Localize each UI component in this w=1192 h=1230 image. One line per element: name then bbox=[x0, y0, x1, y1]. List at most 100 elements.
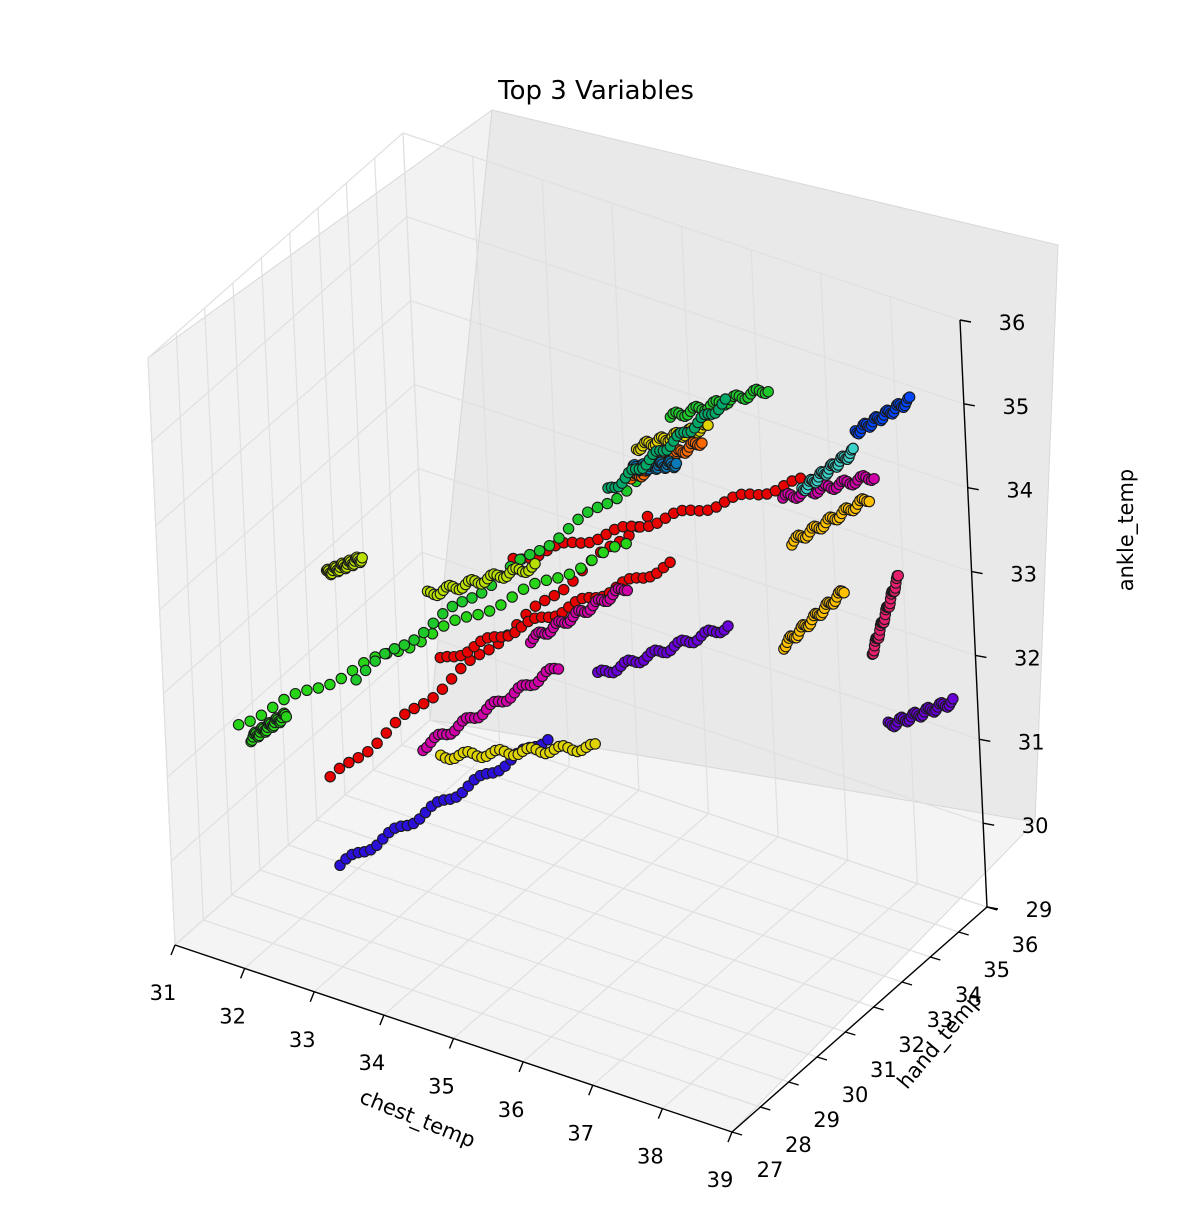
grid-line-z-left bbox=[159, 384, 415, 611]
grid-line-z-back bbox=[414, 384, 972, 573]
grid-line-y-left bbox=[147, 357, 176, 946]
data-point bbox=[244, 715, 256, 727]
data-point bbox=[356, 552, 368, 564]
data-point bbox=[495, 599, 507, 611]
y-tick-label: 29 bbox=[813, 1108, 840, 1132]
data-point bbox=[847, 442, 859, 455]
grid-line-x-floor bbox=[313, 766, 570, 993]
x-axis-label: chest_temp bbox=[356, 1084, 479, 1153]
grid-line-z-back bbox=[410, 300, 968, 489]
data-point bbox=[600, 528, 612, 541]
y-axis-line bbox=[731, 906, 988, 1133]
grid-line-y-left bbox=[260, 257, 289, 846]
z-tick-label: 35 bbox=[1002, 395, 1029, 419]
z-tick-label: 32 bbox=[1014, 646, 1041, 670]
series-3 bbox=[507, 472, 807, 565]
y-tick-label: 31 bbox=[870, 1058, 897, 1082]
data-point bbox=[506, 591, 518, 603]
data-point bbox=[543, 539, 556, 552]
grid-line-x-floor bbox=[592, 859, 849, 1086]
data-point bbox=[539, 594, 551, 607]
data-point bbox=[591, 501, 604, 514]
series-9 bbox=[421, 557, 541, 602]
y-tick-label: 27 bbox=[757, 1158, 784, 1182]
data-point bbox=[427, 617, 440, 629]
data-point bbox=[255, 709, 268, 722]
series-16 bbox=[882, 693, 959, 733]
data-point bbox=[762, 385, 774, 398]
data-point bbox=[620, 537, 632, 550]
data-point bbox=[552, 663, 565, 675]
data-point bbox=[586, 554, 598, 566]
y-tick bbox=[788, 1081, 799, 1086]
data-point bbox=[581, 506, 594, 518]
grid-line-y-left bbox=[402, 132, 431, 721]
series-8 bbox=[320, 551, 368, 581]
x-tick bbox=[379, 1014, 385, 1026]
series-13 bbox=[524, 582, 634, 649]
data-point bbox=[863, 495, 876, 508]
data-point bbox=[589, 738, 601, 750]
data-point bbox=[548, 589, 561, 602]
grid-line-x-back bbox=[680, 226, 710, 814]
grid-line-x-floor bbox=[383, 789, 640, 1016]
grid-line-y-left bbox=[317, 207, 346, 796]
data-point bbox=[947, 693, 959, 705]
series-24 bbox=[796, 442, 859, 497]
series-18 bbox=[866, 569, 904, 660]
data-point bbox=[437, 608, 449, 620]
data-point bbox=[517, 583, 530, 595]
y-tick-label: 35 bbox=[983, 958, 1010, 982]
data-point bbox=[540, 574, 553, 587]
series-20 bbox=[786, 493, 876, 551]
data-point bbox=[722, 620, 734, 632]
grid-line-z-left bbox=[174, 719, 431, 946]
data-point bbox=[289, 687, 302, 700]
data-point bbox=[437, 620, 450, 632]
grid-line-y-left bbox=[289, 232, 318, 821]
data-point bbox=[892, 569, 904, 582]
z-tick-label: 30 bbox=[1022, 814, 1049, 838]
data-point bbox=[868, 472, 880, 485]
grid-line-y-floor bbox=[373, 769, 931, 958]
data-point bbox=[542, 734, 554, 746]
z-tick bbox=[963, 403, 975, 407]
data-point bbox=[335, 672, 348, 685]
grid-line-x-back bbox=[611, 203, 640, 791]
data-point bbox=[838, 586, 850, 599]
series-12 bbox=[417, 662, 565, 757]
data-point bbox=[572, 513, 584, 526]
grid-line-x-back bbox=[541, 179, 570, 767]
x-tick-label: 35 bbox=[428, 1075, 455, 1099]
data-point bbox=[369, 655, 381, 667]
x-tick bbox=[588, 1084, 594, 1096]
data-point bbox=[608, 541, 621, 553]
y-tick bbox=[816, 1056, 828, 1061]
z-axis-line bbox=[959, 319, 988, 908]
data-point bbox=[399, 708, 411, 721]
data-point bbox=[529, 600, 542, 612]
data-point bbox=[592, 533, 604, 546]
data-point bbox=[427, 691, 439, 704]
data-point bbox=[903, 391, 916, 403]
grid-line-y-left bbox=[175, 332, 204, 921]
z-tick-label: 31 bbox=[1018, 730, 1045, 754]
grid-line-z-back bbox=[422, 551, 980, 740]
data-point bbox=[266, 701, 279, 714]
series-17 bbox=[849, 391, 916, 440]
data-point bbox=[659, 512, 672, 524]
series-0 bbox=[334, 734, 554, 872]
series-5 bbox=[245, 707, 293, 748]
data-point bbox=[472, 608, 484, 621]
z-tick-label: 36 bbox=[999, 311, 1026, 335]
data-point bbox=[553, 532, 565, 544]
data-point bbox=[301, 684, 313, 697]
data-point bbox=[388, 643, 401, 655]
data-point bbox=[483, 605, 496, 617]
grid-line-x-back bbox=[750, 249, 779, 837]
grid-line-z-left bbox=[166, 551, 423, 778]
z-tick bbox=[986, 906, 999, 910]
z-tick bbox=[967, 487, 979, 491]
grid-line-y-floor bbox=[231, 894, 789, 1083]
